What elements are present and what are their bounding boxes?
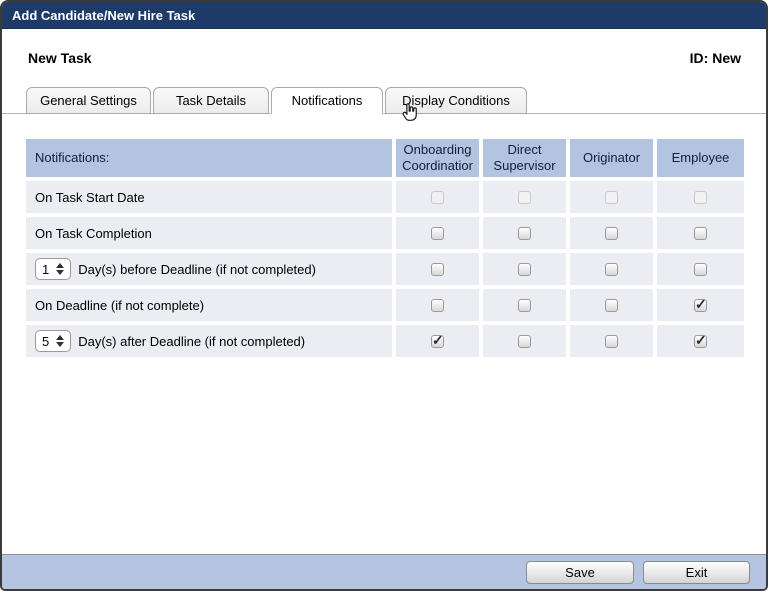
notification-checkbox-row3-direct-supervisor[interactable] xyxy=(518,262,531,276)
hand-cursor-icon xyxy=(398,102,420,129)
table-cell-direct-supervisor xyxy=(483,181,566,213)
days-select[interactable]: 5 xyxy=(35,330,72,352)
tab-label: Display Conditions xyxy=(402,93,510,108)
table-row-label: 1 Day(s) before Deadline (if not complete… xyxy=(26,253,392,285)
table-cell-originator xyxy=(570,253,653,285)
table-cell-direct-supervisor xyxy=(483,253,566,285)
notifications-table: Notifications: Onboarding Coordinatior D… xyxy=(26,139,744,357)
row-label-text: On Task Completion xyxy=(35,225,152,241)
notification-checkbox-row2-direct-supervisor[interactable] xyxy=(518,226,531,240)
table-row-label: On Task Start Date xyxy=(26,181,392,213)
table-cell-employee xyxy=(657,181,744,213)
table-cell-onboarding-coordinator xyxy=(396,181,479,213)
table-row-label: On Task Completion xyxy=(26,217,392,249)
notification-checkbox-row4-employee[interactable] xyxy=(694,296,707,313)
exit-button[interactable]: Exit xyxy=(643,560,750,584)
notification-checkbox-row3-originator[interactable] xyxy=(605,262,618,276)
table-row-label: On Deadline (if not complete) xyxy=(26,289,392,321)
tab-label: General Settings xyxy=(40,93,137,108)
table-cell-onboarding-coordinator xyxy=(396,289,479,321)
row-label-text: Day(s) before Deadline (if not completed… xyxy=(78,261,316,277)
row-label-text: On Task Start Date xyxy=(35,189,145,205)
footer-bar: Save Exit xyxy=(2,554,766,589)
notification-checkbox-row4-onboarding-coordinator[interactable] xyxy=(431,298,444,312)
tab-notifications[interactable]: Notifications xyxy=(271,87,383,114)
tab-general-settings[interactable]: General Settings xyxy=(26,87,151,114)
tab-label: Task Details xyxy=(175,93,247,108)
table-cell-originator xyxy=(570,217,653,249)
table-header-direct-supervisor: Direct Supervisor xyxy=(483,139,566,177)
table-cell-onboarding-coordinator xyxy=(396,253,479,285)
tab-bar: General Settings Task Details Notificati… xyxy=(2,87,766,114)
notification-checkbox-row4-originator[interactable] xyxy=(605,298,618,312)
table-cell-direct-supervisor xyxy=(483,289,566,321)
days-select[interactable]: 1 xyxy=(35,258,72,280)
stepper-arrows-icon xyxy=(56,263,65,275)
notification-checkbox-row1-direct-supervisor xyxy=(518,190,531,204)
notification-checkbox-row5-onboarding-coordinator[interactable] xyxy=(431,332,444,349)
tab-label: Notifications xyxy=(291,93,363,108)
notification-checkbox-row2-originator[interactable] xyxy=(605,226,618,240)
page-title: New Task xyxy=(28,50,92,66)
stepper-arrows-icon xyxy=(56,335,65,347)
days-select-value: 5 xyxy=(42,333,50,349)
table-cell-originator xyxy=(570,325,653,357)
notification-checkbox-row2-employee[interactable] xyxy=(694,226,707,240)
table-cell-onboarding-coordinator xyxy=(396,325,479,357)
table-cell-originator xyxy=(570,289,653,321)
dialog-titlebar: Add Candidate/New Hire Task xyxy=(2,2,766,29)
row-label-text: Day(s) after Deadline (if not completed) xyxy=(78,333,306,349)
table-cell-originator xyxy=(570,181,653,213)
record-id: ID: New xyxy=(689,50,741,66)
table-header-onboarding-coordinator: Onboarding Coordinatior xyxy=(396,139,479,177)
table-row-label: 5 Day(s) after Deadline (if not completed… xyxy=(26,325,392,357)
notification-checkbox-row3-employee[interactable] xyxy=(694,262,707,276)
table-cell-direct-supervisor xyxy=(483,325,566,357)
notification-checkbox-row4-direct-supervisor[interactable] xyxy=(518,298,531,312)
page-header: New Task ID: New xyxy=(2,29,766,66)
table-header-employee: Employee xyxy=(657,139,744,177)
row-label-text: On Deadline (if not complete) xyxy=(35,297,205,313)
dialog-title: Add Candidate/New Hire Task xyxy=(12,7,196,23)
notification-checkbox-row1-originator xyxy=(605,190,618,204)
table-cell-onboarding-coordinator xyxy=(396,217,479,249)
table-header-originator: Originator xyxy=(570,139,653,177)
days-select-value: 1 xyxy=(42,261,50,277)
notification-checkbox-row5-originator[interactable] xyxy=(605,334,618,348)
save-button[interactable]: Save xyxy=(526,560,634,584)
notification-checkbox-row2-onboarding-coordinator[interactable] xyxy=(431,226,444,240)
tab-task-details[interactable]: Task Details xyxy=(153,87,269,114)
notification-checkbox-row1-employee xyxy=(694,190,707,204)
notification-checkbox-row5-employee[interactable] xyxy=(694,332,707,349)
table-header-notifications: Notifications: xyxy=(26,139,392,177)
table-cell-employee xyxy=(657,325,744,357)
table-cell-employee xyxy=(657,217,744,249)
notification-checkbox-row3-onboarding-coordinator[interactable] xyxy=(431,262,444,276)
notification-checkbox-row1-onboarding-coordinator xyxy=(431,190,444,204)
notification-checkbox-row5-direct-supervisor[interactable] xyxy=(518,334,531,348)
table-cell-employee xyxy=(657,253,744,285)
table-cell-employee xyxy=(657,289,744,321)
table-cell-direct-supervisor xyxy=(483,217,566,249)
